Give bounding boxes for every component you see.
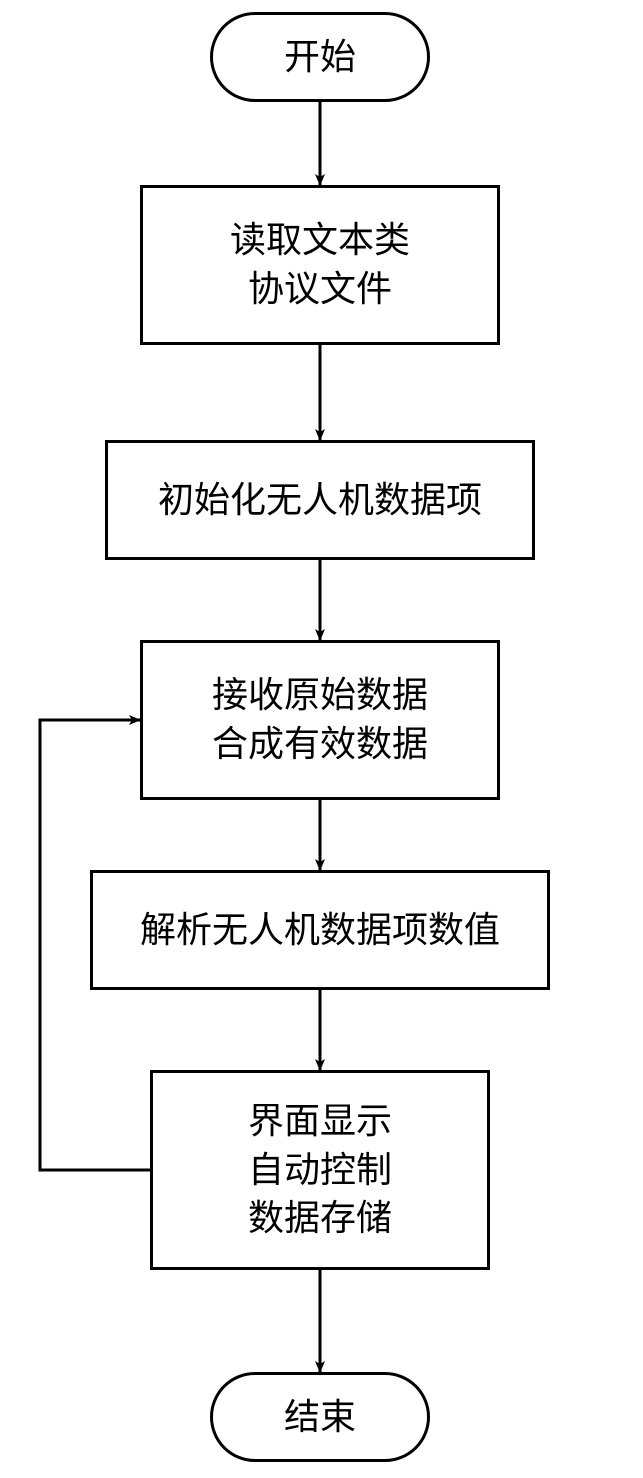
init-data-node: 初始化无人机数据项 [105, 440, 535, 560]
receive-data-node: 接收原始数据 合成有效数据 [140, 640, 500, 800]
read-protocol-node: 读取文本类 协议文件 [140, 185, 500, 345]
end-node: 结束 [210, 1372, 430, 1462]
display-line-1: 界面显示 [248, 1097, 392, 1146]
init-line-1: 初始化无人机数据项 [158, 476, 482, 525]
receive-line-1: 接收原始数据 [212, 671, 428, 720]
parse-line-1: 解析无人机数据项数值 [140, 906, 500, 955]
display-control-store-node: 界面显示 自动控制 数据存储 [150, 1070, 490, 1270]
end-label: 结束 [284, 1393, 356, 1442]
parse-data-node: 解析无人机数据项数值 [90, 870, 550, 990]
display-line-3: 数据存储 [248, 1194, 392, 1243]
start-node: 开始 [210, 12, 430, 102]
start-label: 开始 [284, 33, 356, 82]
receive-line-2: 合成有效数据 [212, 720, 428, 769]
display-line-2: 自动控制 [248, 1146, 392, 1195]
read-line-1: 读取文本类 [230, 216, 410, 265]
read-line-2: 协议文件 [248, 265, 392, 314]
